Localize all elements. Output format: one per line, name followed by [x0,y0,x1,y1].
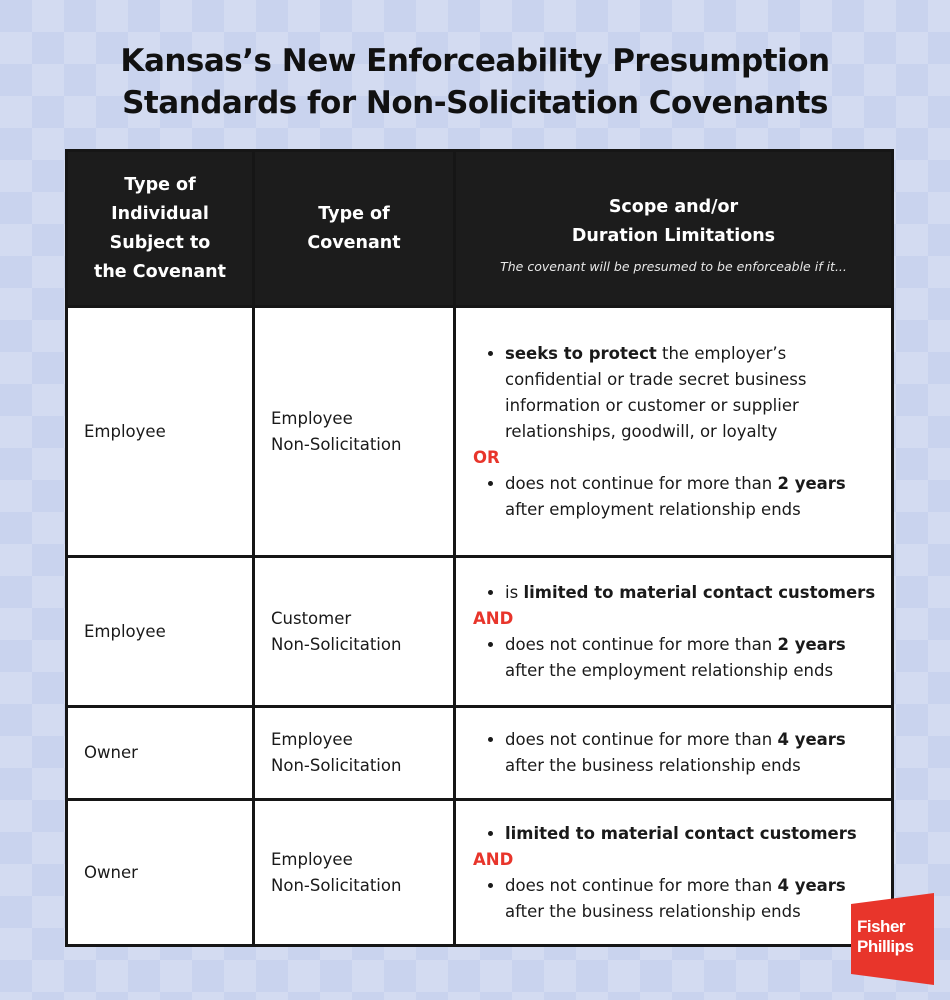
table-row: Owner Employee Non-Solicitation does not… [65,705,894,801]
bullet-text: does not continue for more than [505,875,778,895]
covenant-cell: Employee Non-Solicitation [252,798,456,947]
header-covenant-line: Covenant [307,232,401,253]
conjunction-label: AND [473,849,514,869]
scope-cell: is limited to material contact customers… [453,555,894,708]
logo-line: Phillips [857,937,914,956]
scope-bullet: limited to material contact customers [505,821,879,847]
covenant-line: Customer [271,608,352,628]
scope-cell: limited to material contact customers AN… [453,798,894,947]
header-individual-line: Subject to [109,232,211,253]
title-line-1: Kansas’s New Enforceability Presumption [120,43,830,79]
scope-bullets: does not continue for more than 2 years … [473,632,879,684]
covenant-cell: Employee Non-Solicitation [252,705,456,801]
header-scope-note: The covenant will be presumed to be enfo… [500,259,847,274]
individual-cell: Employee [65,555,255,708]
covenant-cell: Customer Non-Solicitation [252,555,456,708]
page-title: Kansas’s New Enforceability Presumption … [0,40,950,124]
bullet-text: does not continue for more than [505,634,778,654]
scope-cell: seeks to protect the employer’s confiden… [453,305,894,558]
bullet-bold: 4 years [777,730,846,749]
scope-bullet: does not continue for more than 2 years … [505,632,879,684]
bullet-text: does not continue for more than [505,730,778,749]
covenant-table: Type of Individual Subject to the Covena… [65,149,894,947]
bullet-text: after the employment relationship ends [505,660,834,680]
scope-bullets: limited to material contact customers [473,821,879,847]
scope-bullets: does not continue for more than 4 years … [473,873,879,925]
scope-bullet: does not continue for more than 4 years … [505,873,879,925]
logo-line: Fisher [857,917,906,936]
covenant-line: Non-Solicitation [271,434,402,454]
scope-bullet: does not continue for more than 2 years … [505,471,879,523]
bullet-bold: 2 years [777,473,846,493]
bullet-bold: limited to material contact customers [523,582,876,602]
covenant-line: Employee [271,408,353,428]
covenant-line: Non-Solicitation [271,634,402,654]
header-individual-line: the Covenant [93,261,227,282]
scope-bullets: seeks to protect the employer’s confiden… [473,341,879,445]
header-row: Type of Individual Subject to the Covena… [65,149,894,308]
conjunction-label: AND [473,608,514,628]
covenant-cell: Employee Non-Solicitation [252,305,456,558]
fisher-phillips-logo: Fisher Phillips [851,893,934,985]
header-covenant-line: Type of [318,203,390,224]
scope-bullets: does not continue for more than 2 years … [473,471,879,523]
scope-cell: does not continue for more than 4 years … [453,705,894,801]
table-row: Employee Employee Non-Solicitation seeks… [65,305,894,558]
header-scope-title: Scope and/or Duration Limitations [466,193,881,251]
bullet-bold: 4 years [777,875,846,895]
header-individual-line: Type of [124,174,196,195]
individual-cell: Employee [65,305,255,558]
scope-bullets: is limited to material contact customers [473,580,879,606]
bullet-bold: limited to material contact customers [505,823,857,843]
bullet-text: after employment relationship ends [505,499,801,519]
bullet-text: does not continue for more than [505,473,778,493]
bullet-text: is [505,582,524,602]
covenant-line: Employee [271,849,353,869]
covenant-line: Non-Solicitation [271,756,402,775]
scope-bullet: does not continue for more than 4 years … [505,727,879,779]
bullet-bold: 2 years [777,634,846,654]
scope-bullet: is limited to material contact customers [505,580,879,606]
table-row: Owner Employee Non-Solicitation limited … [65,798,894,947]
header-scope: Scope and/or Duration Limitations The co… [453,149,894,308]
scope-bullet: seeks to protect the employer’s confiden… [505,341,879,445]
scope-bullets: does not continue for more than 4 years … [473,727,879,779]
header-scope-line: Duration Limitations [571,225,776,246]
header-covenant: Type of Covenant [252,149,456,308]
bullet-text: after the business relationship ends [505,756,801,775]
covenant-line: Employee [271,730,353,749]
bullet-bold: seeks to protect [505,343,657,363]
title-line-2: Standards for Non-Solicitation Covenants [122,85,828,121]
individual-cell: Owner [65,705,255,801]
conjunction-label: OR [473,447,500,467]
individual-cell: Owner [65,798,255,947]
header-scope-line: Scope and/or [608,196,739,217]
covenant-line: Non-Solicitation [271,875,402,895]
bullet-text: after the business relationship ends [505,901,801,921]
table-row: Employee Customer Non-Solicitation is li… [65,555,894,708]
header-individual: Type of Individual Subject to the Covena… [65,149,255,308]
header-individual-line: Individual [111,203,209,224]
bullet-text: the employer’s confidential or trade sec… [505,343,807,441]
